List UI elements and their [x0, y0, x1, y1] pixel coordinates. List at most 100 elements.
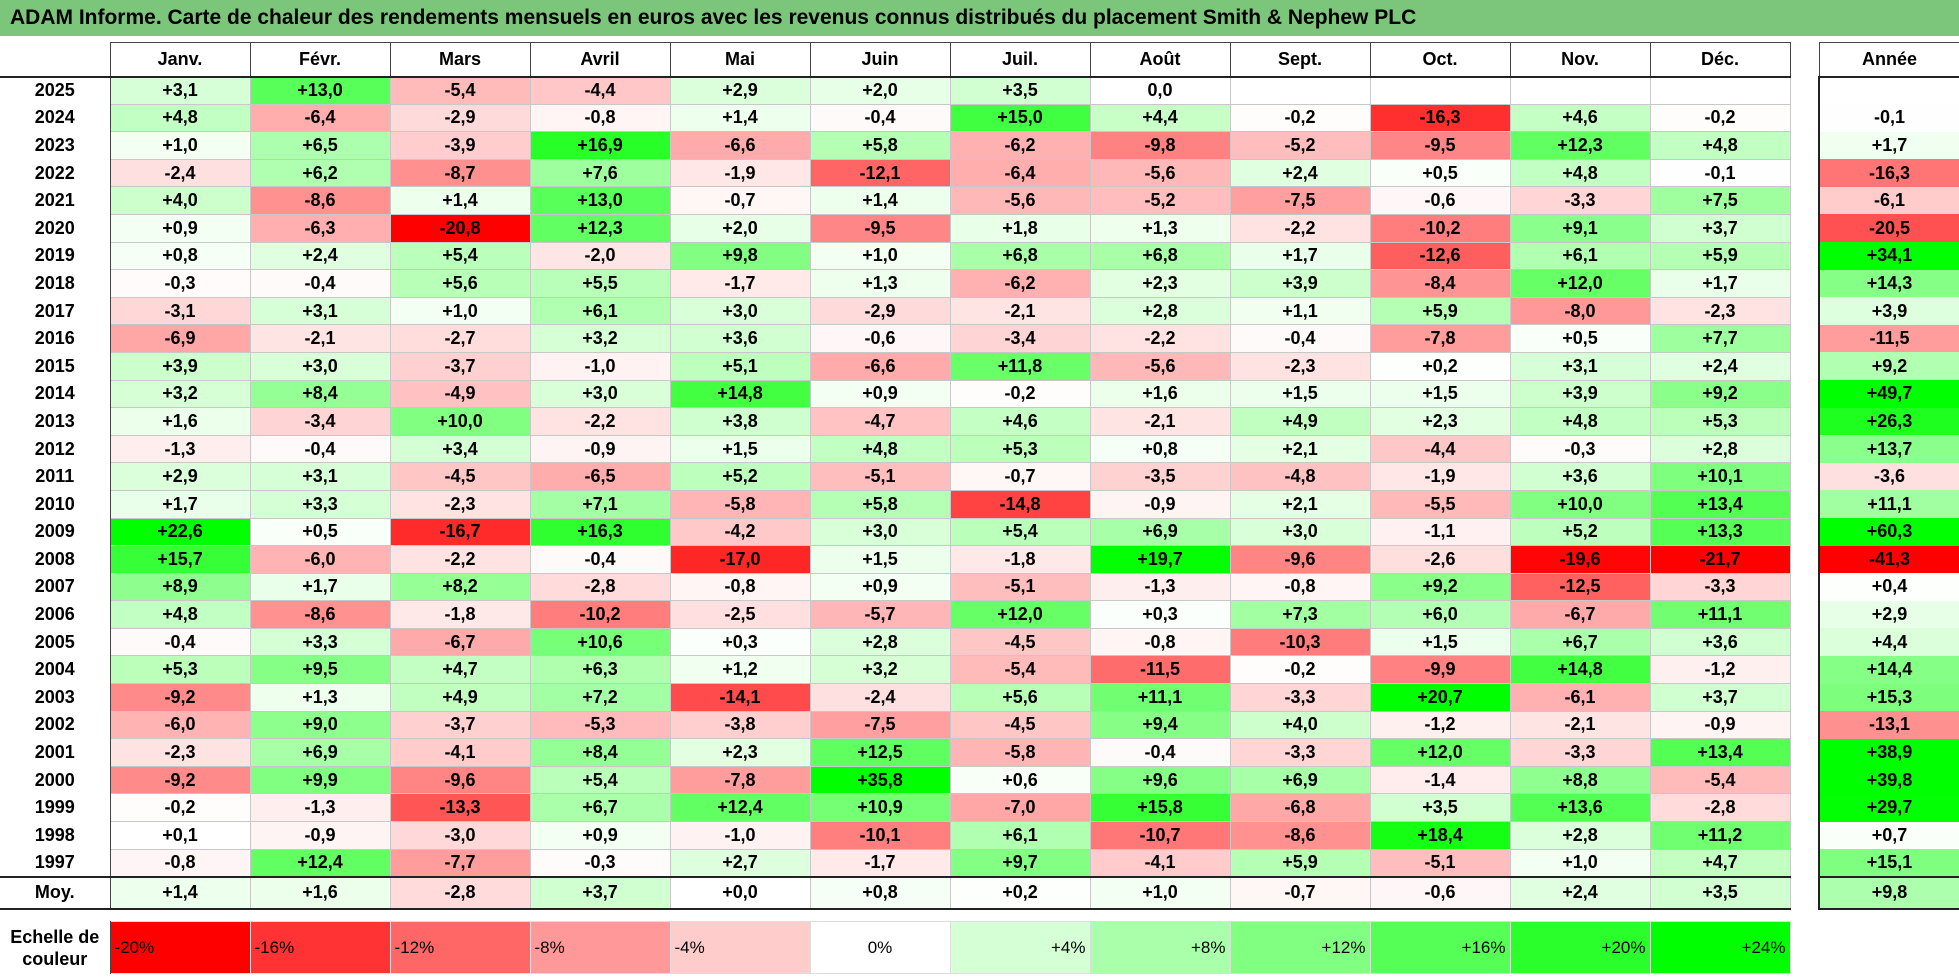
heatmap-cell: +7,5: [1649, 186, 1791, 215]
heatmap-cell: +0,8: [1089, 434, 1231, 464]
heatmap-cell: -4,5: [389, 462, 531, 491]
heatmap-cell: -3,7: [389, 351, 531, 381]
heatmap-cell: -20,8: [389, 213, 531, 243]
heatmap-cell: +6,3: [529, 655, 671, 685]
heatmap-cell: -16,7: [389, 517, 531, 547]
heatmap-cell: +0,5: [249, 517, 391, 547]
heatmap-cell: -0,8: [529, 103, 671, 133]
heatmap-cell: +0,3: [1089, 600, 1231, 629]
heatmap-cell: -6,5: [529, 462, 671, 491]
heatmap-cell: +2,4: [249, 241, 391, 271]
heatmap-cell: -1,9: [669, 158, 811, 188]
heatmap-cell: +0,8: [109, 241, 251, 271]
month-header: Mai: [669, 42, 811, 78]
heatmap-cell: -0,1: [1649, 158, 1791, 188]
heatmap-cell: +8,9: [109, 572, 251, 602]
year-label: 1999: [0, 793, 111, 822]
heatmap-cell: -2,9: [809, 296, 951, 326]
heatmap-cell: +3,4: [389, 434, 531, 464]
average-cell: +1,0: [1089, 875, 1231, 910]
heatmap-cell: +1,3: [249, 683, 391, 712]
heatmap-cell: -2,3: [109, 738, 251, 767]
average-cell: +3,5: [1649, 875, 1791, 910]
heatmap-row: 1998 +0,1 -0,9 -3,0 +0,9 -1,0 -10,1 +6,1 -10,7 -8…: [0, 821, 1791, 850]
heatmap-cell: [1649, 76, 1791, 105]
heatmap-cell: -5,4: [389, 76, 531, 105]
heatmap-cell: +5,2: [1509, 517, 1651, 547]
average-cell: -0,7: [1229, 875, 1371, 910]
heatmap-cell: -5,6: [1089, 158, 1231, 188]
heatmap-cell: +2,8: [1649, 434, 1791, 464]
heatmap-row: 2019 +0,8 +2,4 +5,4 -2,0 +9,8 +1,0 +6,8 +6,8 +1,7…: [0, 241, 1791, 271]
legend-swatch: +24%: [1649, 921, 1791, 974]
heatmap-cell: -7,5: [809, 710, 951, 740]
month-header: Oct.: [1369, 42, 1511, 78]
heatmap-cell: -2,1: [249, 324, 391, 353]
heatmap-cell: +4,8: [809, 434, 951, 464]
heatmap-cell: +5,5: [529, 269, 671, 298]
heatmap-cell: -5,8: [949, 738, 1091, 767]
heatmap-row: 2023 +1,0 +6,5 -3,9 +16,9 -6,6 +5,8 -6,2 -9,8 -5,…: [0, 131, 1791, 160]
year-label: 2011: [0, 462, 111, 491]
heatmap-cell: +1,3: [809, 269, 951, 298]
average-cell: +1,6: [249, 875, 391, 910]
heatmap-cell: +1,7: [1229, 241, 1371, 271]
average-row: Moy. +1,4 +1,6 -2,8 +3,7 +0,0 +0,8 +0,2 +1,0 -0,7…: [0, 875, 1791, 910]
heatmap-cell: +12,0: [1369, 738, 1511, 767]
heatmap-cell: -0,2: [1649, 103, 1791, 133]
heatmap-cell: -1,1: [1369, 517, 1511, 547]
annual-cell: -3,6: [1818, 462, 1959, 491]
heatmap-cell: -6,7: [1509, 600, 1651, 629]
year-label: 2006: [0, 600, 111, 629]
annual-cell: +29,7: [1818, 793, 1959, 822]
heatmap-cell: +6,9: [1089, 517, 1231, 547]
annual-cell: +60,3: [1818, 518, 1959, 546]
heatmap-row: 2025 +3,1 +13,0 -5,4 -4,4 +2,9 +2,0 +3,5 0,0: [0, 76, 1791, 105]
heatmap-row: 2011 +2,9 +3,1 -4,5 -6,5 +5,2 -5,1 -0,7 -3,5 -4,8…: [0, 462, 1791, 491]
annual-cell: -16,3: [1818, 159, 1959, 187]
average-cell: +1,4: [109, 875, 251, 910]
heatmap-cell: -7,0: [949, 793, 1091, 823]
heatmap-cell: -13,3: [389, 793, 531, 823]
heatmap-row: 2020 +0,9 -6,3 -20,8 +12,3 +2,0 -9,5 +1,8 +1,3 -2…: [0, 213, 1791, 243]
heatmap-cell: -5,7: [809, 600, 951, 629]
color-scale-legend: Echelle de couleur -20% -16% -12% -8% -4% 0% +…: [0, 921, 1791, 974]
heatmap-cell: -14,8: [949, 489, 1091, 519]
annual-cell: +14,4: [1818, 655, 1959, 684]
heatmap-cell: -3,4: [249, 407, 391, 436]
heatmap-cell: -9,9: [1369, 655, 1511, 685]
heatmap-cell: +12,4: [249, 848, 391, 878]
heatmap-cell: +1,7: [249, 572, 391, 602]
legend-label: Echelle de couleur: [0, 921, 111, 974]
heatmap-cell: -0,4: [529, 545, 671, 574]
heatmap-cell: +1,6: [109, 407, 251, 436]
monthly-returns-heatmap: Janv. Févr. Mars Avril Mai Juin Juil. Août Sept.…: [0, 42, 1791, 910]
heatmap-cell: +1,0: [109, 131, 251, 160]
heatmap-cell: +6,8: [1089, 241, 1231, 271]
annual-cell: +1,7: [1818, 131, 1959, 160]
heatmap-cell: -1,7: [809, 848, 951, 878]
heatmap-cell: -2,1: [1089, 407, 1231, 436]
legend-swatch: +12%: [1229, 921, 1371, 974]
heatmap-cell: +3,9: [1509, 379, 1651, 409]
heatmap-cell: -6,8: [1229, 793, 1371, 823]
heatmap-cell: -1,0: [529, 351, 671, 381]
heatmap-cell: +3,2: [809, 655, 951, 685]
annual-cell: +14,3: [1818, 269, 1959, 298]
annual-cell: +49,7: [1818, 380, 1959, 408]
heatmap-cell: +6,5: [249, 131, 391, 160]
heatmap-cell: [1509, 76, 1651, 105]
heatmap-cell: -4,9: [389, 379, 531, 409]
average-annual-cell: +9,8: [1818, 875, 1959, 910]
month-header: Juin: [809, 42, 951, 78]
heatmap-cell: +3,1: [249, 296, 391, 326]
heatmap-cell: +6,7: [1509, 627, 1651, 657]
heatmap-cell: +0,2: [1369, 351, 1511, 381]
heatmap-cell: +6,1: [1509, 241, 1651, 271]
heatmap-cell: +5,9: [1229, 848, 1371, 878]
heatmap-cell: +0,9: [529, 821, 671, 850]
heatmap-cell: -4,5: [949, 710, 1091, 740]
heatmap-cell: +5,8: [809, 131, 951, 160]
heatmap-cell: -7,8: [669, 765, 811, 795]
heatmap-cell: +12,4: [669, 793, 811, 823]
